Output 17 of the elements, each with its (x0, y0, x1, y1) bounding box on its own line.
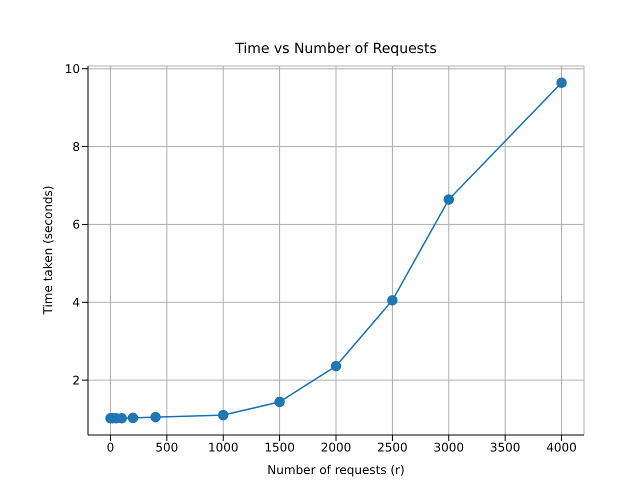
x-tick-label: 4000 (546, 440, 577, 455)
x-tick-label: 3500 (490, 440, 520, 455)
x-tick-label: 2500 (377, 440, 408, 455)
y-tick-label: 8 (72, 140, 80, 154)
y-tick-label: 10 (64, 62, 80, 76)
x-tick-label: 3000 (434, 440, 464, 455)
y-axis-title: Time taken (seconds) (41, 186, 55, 314)
x-axis-title: Number of requests (r) (266, 463, 406, 477)
y-tick-label: 4 (72, 296, 80, 310)
y-tick-label: 2 (72, 373, 80, 388)
x-tick-label: 1500 (264, 440, 295, 455)
x-tick-label: 500 (155, 440, 178, 455)
chart-title: Time vs Number of Requests (234, 41, 438, 57)
x-tick-label: 0 (106, 440, 114, 455)
x-tick-label: 2000 (320, 440, 352, 455)
y-tick-label: 6 (72, 218, 80, 232)
x-tick-label: 1000 (208, 440, 238, 455)
